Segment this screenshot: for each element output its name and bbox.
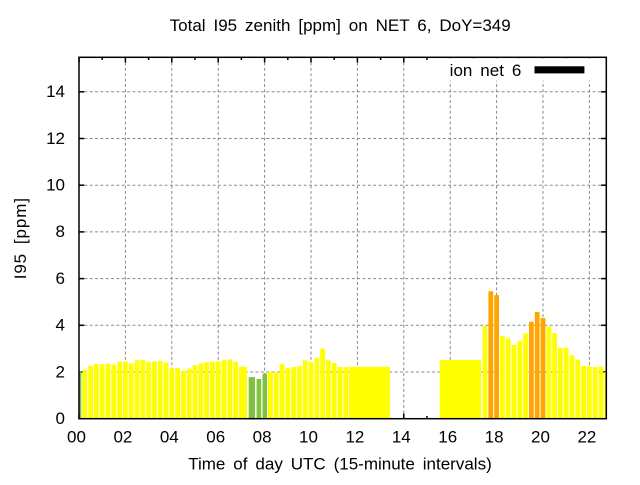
svg-text:20: 20 xyxy=(531,428,550,447)
svg-text:12: 12 xyxy=(345,428,364,447)
svg-text:I95 [ppm]: I95 [ppm] xyxy=(11,197,30,279)
svg-text:Time of day UTC (15-minute int: Time of day UTC (15-minute intervals) xyxy=(188,455,492,474)
svg-text:8: 8 xyxy=(56,222,65,241)
svg-text:12: 12 xyxy=(46,129,65,148)
svg-text:6: 6 xyxy=(56,269,65,288)
svg-text:00: 00 xyxy=(67,428,86,447)
svg-text:Total I95 zenith [ppm] on NET: Total I95 zenith [ppm] on NET 6, DoY=349 xyxy=(170,16,511,35)
svg-text:18: 18 xyxy=(485,428,504,447)
svg-text:04: 04 xyxy=(160,428,179,447)
svg-text:22: 22 xyxy=(577,428,596,447)
svg-text:0: 0 xyxy=(56,409,65,428)
svg-text:02: 02 xyxy=(113,428,132,447)
svg-text:ion net 6: ion net 6 xyxy=(450,61,522,80)
svg-text:10: 10 xyxy=(46,176,65,195)
svg-text:10: 10 xyxy=(299,428,318,447)
svg-text:14: 14 xyxy=(46,82,65,101)
svg-text:16: 16 xyxy=(438,428,457,447)
svg-text:14: 14 xyxy=(392,428,411,447)
svg-text:2: 2 xyxy=(56,362,65,381)
svg-text:08: 08 xyxy=(253,428,272,447)
svg-text:06: 06 xyxy=(206,428,225,447)
svg-text:4: 4 xyxy=(56,316,65,335)
